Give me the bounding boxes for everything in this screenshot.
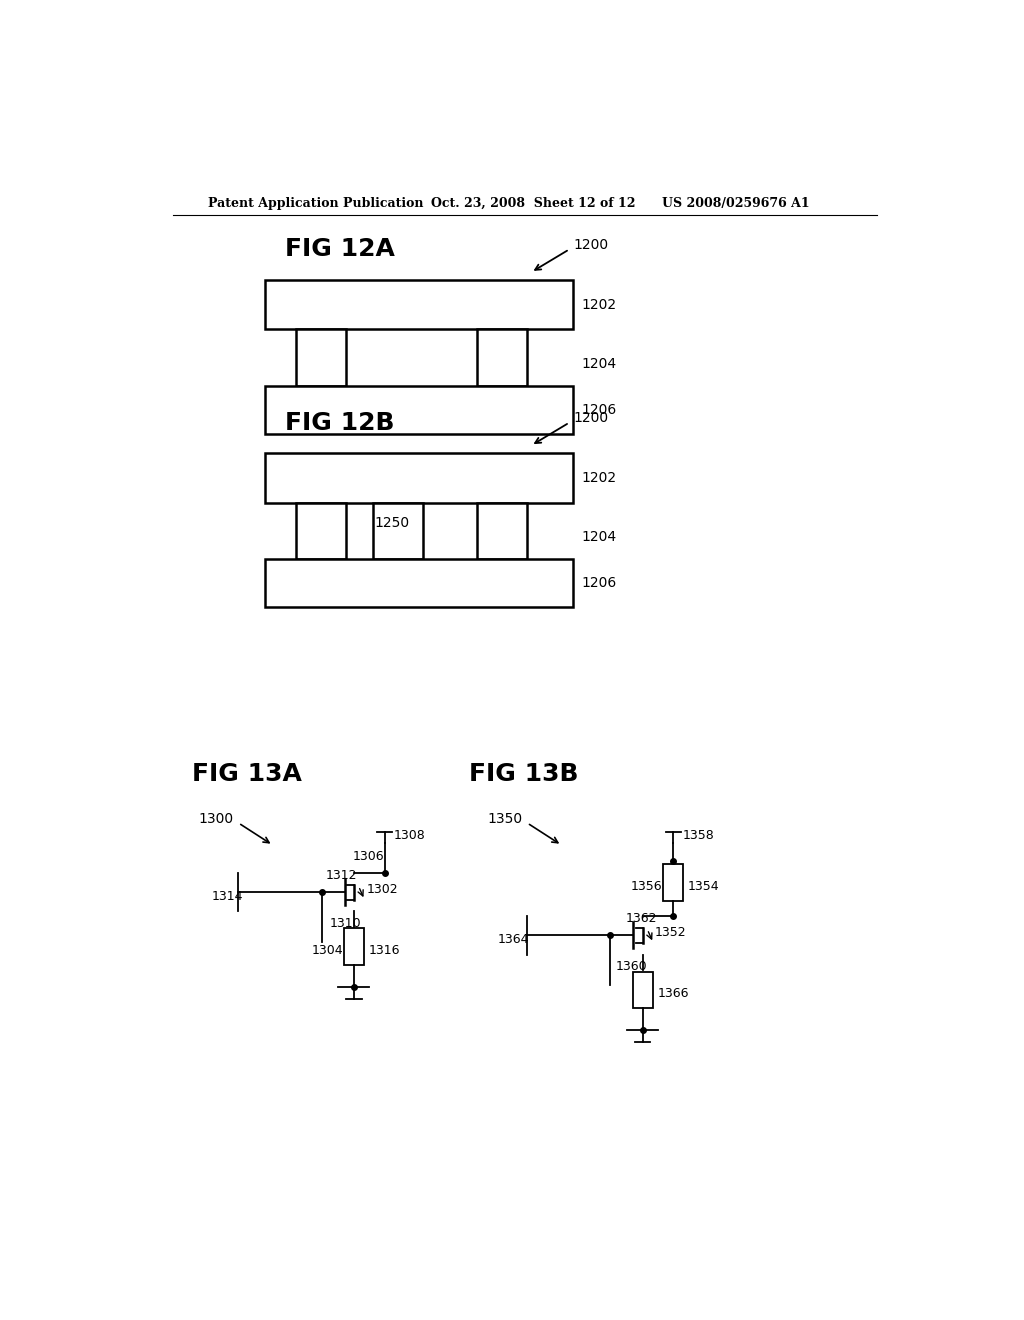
Text: FIG 13A: FIG 13A xyxy=(193,763,302,787)
Text: US 2008/0259676 A1: US 2008/0259676 A1 xyxy=(662,197,810,210)
Text: 1306: 1306 xyxy=(352,850,384,862)
Text: FIG 12A: FIG 12A xyxy=(285,238,394,261)
Text: 1200: 1200 xyxy=(573,238,608,252)
Text: 1300: 1300 xyxy=(199,812,233,826)
Text: 1200: 1200 xyxy=(573,411,608,425)
Text: 1352: 1352 xyxy=(655,925,686,939)
Text: 1350: 1350 xyxy=(487,812,522,826)
Text: 1314: 1314 xyxy=(211,890,243,903)
Text: 1302: 1302 xyxy=(367,883,397,896)
Text: Oct. 23, 2008  Sheet 12 of 12: Oct. 23, 2008 Sheet 12 of 12 xyxy=(431,197,635,210)
Text: 1206: 1206 xyxy=(581,403,616,417)
Text: 1202: 1202 xyxy=(581,298,616,312)
Text: 1312: 1312 xyxy=(326,869,357,882)
Bar xyxy=(344,928,364,965)
Text: Patent Application Publication: Patent Application Publication xyxy=(208,197,423,210)
Text: 1202: 1202 xyxy=(581,471,616,484)
Bar xyxy=(477,330,527,385)
Text: 1304: 1304 xyxy=(311,944,343,957)
Text: 1362: 1362 xyxy=(626,912,657,925)
Bar xyxy=(477,503,527,558)
Bar xyxy=(265,385,573,434)
Text: 1206: 1206 xyxy=(581,576,616,590)
Text: 1204: 1204 xyxy=(581,356,616,371)
Text: 1360: 1360 xyxy=(615,960,647,973)
Text: 1310: 1310 xyxy=(330,916,360,929)
Text: FIG 13B: FIG 13B xyxy=(469,763,579,787)
Text: 1356: 1356 xyxy=(631,879,663,892)
Text: 1204: 1204 xyxy=(581,529,616,544)
Text: 1354: 1354 xyxy=(688,879,720,892)
Bar xyxy=(265,558,573,607)
Bar xyxy=(633,972,652,1008)
Text: 1358: 1358 xyxy=(683,829,715,842)
Bar xyxy=(664,863,683,900)
Bar xyxy=(296,330,346,385)
Text: 1316: 1316 xyxy=(369,944,400,957)
Bar xyxy=(265,280,573,330)
Text: 1366: 1366 xyxy=(657,987,689,1001)
Text: 1364: 1364 xyxy=(498,933,529,945)
Text: 1250: 1250 xyxy=(375,516,410,529)
Bar xyxy=(373,503,423,558)
Text: 1308: 1308 xyxy=(394,829,426,842)
Bar xyxy=(265,453,573,503)
Text: FIG 12B: FIG 12B xyxy=(285,411,394,434)
Bar xyxy=(296,503,346,558)
